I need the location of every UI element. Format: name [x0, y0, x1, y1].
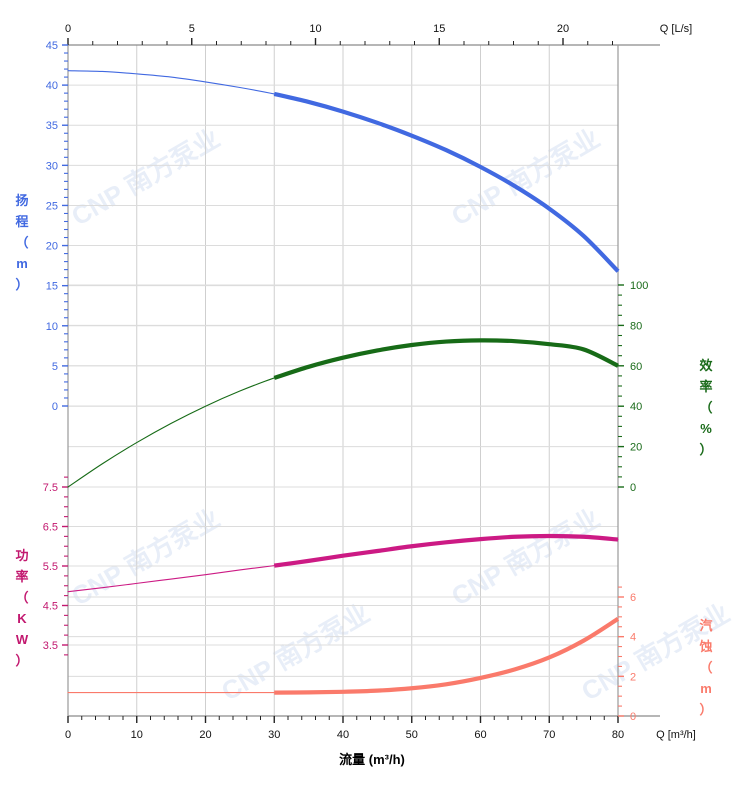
top-tick-label: 5 [189, 23, 195, 35]
head-tick-label: 15 [46, 281, 58, 293]
power-axis-title: 率 [15, 569, 28, 584]
head-tick-label: 40 [46, 80, 58, 92]
top-tick-label: 15 [433, 23, 445, 35]
curve-thick [273, 91, 620, 273]
series-4 [67, 617, 620, 695]
axis-layer: 0 10 20 30 40 50 60 70 80 Q [m³/h]流量 (m³/h)0 5 10 15… [15, 23, 713, 767]
top-tick-label: 20 [557, 23, 569, 35]
bottom-tick-label: 30 [268, 729, 280, 741]
efficiency-tick-label: 60 [630, 361, 642, 373]
series-3 [67, 533, 619, 593]
series-1 [67, 70, 620, 273]
head-axis-title: （ [15, 235, 28, 250]
curve-thick [274, 617, 620, 695]
bottom-tick-label: 10 [131, 729, 143, 741]
power-axis-title: K [17, 611, 27, 626]
head-axis-title: m [16, 256, 28, 271]
head-axis-title: 程 [15, 214, 28, 229]
series-2 [67, 338, 619, 488]
power-tick-label: 4.5 [43, 601, 58, 613]
head-tick-label: 25 [46, 200, 58, 212]
power-tick-label: 3.5 [43, 640, 58, 652]
bottom-tick-label: 50 [406, 729, 418, 741]
bottom-tick-label: 40 [337, 729, 349, 741]
npsh-tick-label: 6 [630, 592, 636, 604]
power-axis-title: 功 [15, 548, 28, 563]
efficiency-tick-label: 0 [630, 482, 636, 494]
bottom-axis-title: 流量 (m³/h) [339, 752, 405, 767]
curve-thick [273, 338, 619, 380]
efficiency-tick-label: 100 [630, 280, 648, 292]
npsh-axis-title: ） [699, 702, 712, 717]
power-tick-label: 6.5 [43, 522, 58, 534]
bottom-tick-label: 70 [543, 729, 555, 741]
efficiency-axis-title: 率 [699, 379, 712, 394]
power-tick-label: 7.5 [43, 482, 58, 494]
efficiency-axis-title: ） [699, 442, 712, 457]
top-tick-label: 10 [309, 23, 321, 35]
npsh-tick-label: 0 [630, 711, 636, 723]
bottom-tick-label: 0 [65, 729, 71, 741]
npsh-axis-title: （ [699, 660, 712, 675]
head-tick-label: 30 [46, 160, 58, 172]
top-tick-label: 0 [65, 23, 71, 35]
npsh-tick-label: 2 [630, 671, 636, 683]
npsh-axis-title: 蚀 [698, 639, 712, 654]
top-axis-unit-label: Q [L/s] [660, 23, 692, 35]
efficiency-axis-title: 效 [699, 358, 713, 373]
power-axis-title: ） [15, 653, 28, 668]
curve-layer [67, 70, 620, 695]
efficiency-tick-label: 40 [630, 401, 642, 413]
npsh-tick-label: 4 [630, 632, 636, 644]
curve-thick [273, 533, 619, 568]
bottom-axis-unit-label: Q [m³/h] [656, 729, 696, 741]
head-tick-label: 10 [46, 321, 58, 333]
head-tick-label: 45 [46, 40, 58, 52]
efficiency-tick-label: 20 [630, 442, 642, 454]
bottom-tick-label: 60 [474, 729, 486, 741]
bottom-tick-label: 20 [199, 729, 211, 741]
efficiency-axis-title: （ [699, 400, 712, 415]
power-axis-title: （ [15, 590, 28, 605]
npsh-axis-title: 汽 [699, 618, 712, 633]
bottom-tick-label: 80 [612, 729, 624, 741]
npsh-axis-title: m [700, 681, 712, 696]
head-axis-title: 扬 [15, 193, 28, 208]
efficiency-tick-label: 80 [630, 320, 642, 332]
head-axis-title: ） [15, 277, 28, 292]
efficiency-axis-title: % [700, 421, 712, 436]
power-tick-label: 5.5 [43, 561, 58, 573]
head-tick-label: 5 [52, 361, 58, 373]
head-tick-label: 35 [46, 120, 58, 132]
head-tick-label: 0 [52, 401, 58, 413]
head-tick-label: 20 [46, 241, 58, 253]
power-axis-title: W [16, 632, 29, 647]
